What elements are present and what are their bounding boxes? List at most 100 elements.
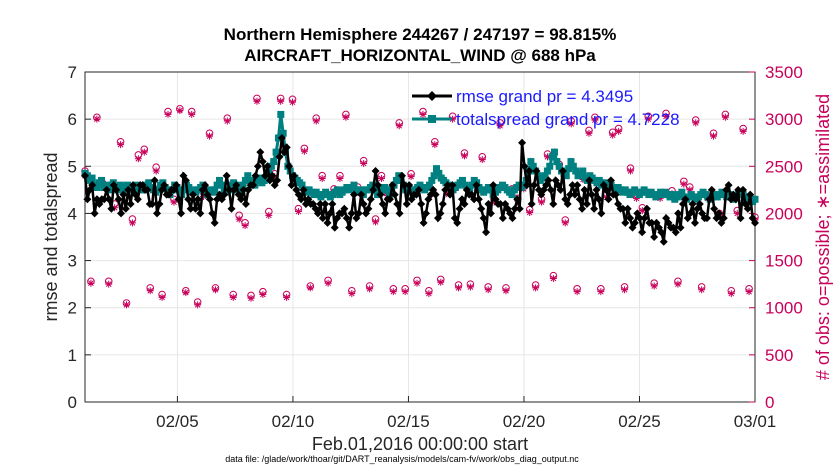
- y-tick-label-right: 1000: [765, 299, 803, 318]
- rmse-point: [657, 228, 666, 237]
- rmse-point: [630, 218, 639, 227]
- obs-assimilated-point: [680, 180, 688, 188]
- rmse-point: [530, 181, 539, 190]
- rmse-point: [249, 181, 258, 190]
- obs-assimilated-point: [407, 173, 415, 181]
- totalspread-point: [595, 176, 603, 184]
- totalspread-point: [572, 167, 580, 175]
- obs-assimilated-point: [87, 279, 95, 287]
- rmse-point: [395, 209, 404, 218]
- obs-assimilated-point: [265, 211, 273, 219]
- rmse-point: [345, 223, 354, 232]
- rmse-point: [275, 152, 284, 161]
- rmse-point: [150, 176, 159, 185]
- totalspread-point: [272, 148, 280, 156]
- totalspread-point: [392, 176, 400, 184]
- y-tick-label-left: 2: [68, 299, 77, 318]
- totalspread-point: [279, 129, 287, 137]
- rmse-point: [366, 195, 375, 204]
- rmse-point: [695, 200, 704, 208]
- totalspread-point: [218, 181, 226, 189]
- obs-assimilated-point: [431, 141, 439, 149]
- obs-assimilated-point: [377, 175, 385, 183]
- rmse-point: [546, 185, 555, 194]
- rmse-point: [208, 209, 217, 218]
- obs-assimilated-point: [532, 284, 540, 292]
- rmse-point: [448, 181, 457, 190]
- totalspread-point: [433, 165, 441, 173]
- totalspread-point: [430, 172, 438, 180]
- rmse-point: [181, 176, 190, 185]
- rmse-point: [580, 185, 589, 194]
- rmse-point: [143, 185, 152, 194]
- totalspread-point: [543, 167, 551, 175]
- obs-assimilated-point: [632, 194, 640, 202]
- rmse-point: [472, 181, 481, 190]
- obs-assimilated-point: [609, 131, 617, 139]
- totalspread-point: [487, 186, 495, 194]
- totalspread-point: [180, 186, 188, 194]
- obs-assimilated-point: [425, 290, 433, 298]
- rmse-point: [690, 218, 699, 227]
- rmse-point: [513, 195, 522, 204]
- obs-assimilated-point: [176, 107, 184, 115]
- y-tick-label-right: 1500: [765, 252, 803, 271]
- obs-assimilated-point: [698, 286, 706, 294]
- rmse-point: [705, 195, 714, 204]
- rmse-point: [455, 204, 464, 213]
- rmse-point: [90, 209, 99, 218]
- totalspread-point: [550, 148, 558, 156]
- rmse-point: [148, 200, 157, 208]
- obs-assimilated-point: [733, 209, 741, 217]
- obs-assimilated-point: [674, 280, 682, 288]
- totalspread-point: [553, 158, 561, 166]
- y-axis-left: 0 1 2 3 4 5 6 7: [68, 63, 91, 412]
- rmse-point: [414, 185, 423, 194]
- obs-assimilated-point: [372, 218, 380, 226]
- rmse-point: [419, 218, 428, 227]
- obs-assimilated-point: [158, 293, 166, 301]
- rmse-point: [239, 185, 248, 194]
- rmse-point: [590, 204, 599, 213]
- rmse-point: [604, 195, 613, 204]
- rmse-series: [81, 134, 759, 246]
- totalspread-point: [213, 181, 221, 189]
- rmse-point: [638, 228, 647, 237]
- obs-assimilated-point: [146, 287, 154, 295]
- rmse-point: [282, 143, 291, 152]
- rmse-point: [582, 200, 591, 208]
- rmse-point: [256, 148, 265, 157]
- rmse-point: [88, 181, 97, 190]
- rmse-point: [325, 209, 334, 218]
- obs-assimilated-point: [318, 175, 326, 183]
- rmse-point: [417, 200, 426, 208]
- rmse-point: [268, 171, 277, 180]
- rmse-point: [738, 185, 747, 194]
- obs-assimilated-point: [727, 290, 735, 298]
- rmse-point: [210, 218, 219, 227]
- totalspread-point: [185, 184, 193, 191]
- rmse-point: [220, 190, 229, 199]
- totalspread-point: [529, 162, 537, 170]
- obs-assimilated-point: [437, 278, 445, 286]
- y-tick-label-left: 4: [68, 204, 77, 223]
- obs-assimilated-point: [93, 115, 101, 123]
- obs-assimilated-point: [105, 280, 113, 288]
- obs-assimilated-point: [342, 113, 350, 121]
- obs-assimilated-point: [253, 97, 261, 105]
- obs-assimilated-point: [111, 204, 119, 212]
- x-tick-label: 03/01: [734, 412, 777, 431]
- rmse-point: [508, 214, 517, 223]
- rmse-point: [477, 204, 486, 213]
- y-axis-label-left: rmse and totalspread: [41, 152, 61, 321]
- totalspread-point: [277, 110, 285, 118]
- rmse-point: [299, 185, 308, 194]
- totalspread-point: [175, 186, 183, 194]
- obs-assimilated-point: [739, 127, 747, 135]
- y-tick-label-right: 500: [765, 346, 793, 365]
- obs-assimilated-point: [496, 122, 504, 130]
- totalspread-point: [548, 153, 556, 161]
- rmse-point: [321, 200, 330, 208]
- rmse-point: [681, 195, 690, 204]
- rmse-point: [258, 157, 267, 166]
